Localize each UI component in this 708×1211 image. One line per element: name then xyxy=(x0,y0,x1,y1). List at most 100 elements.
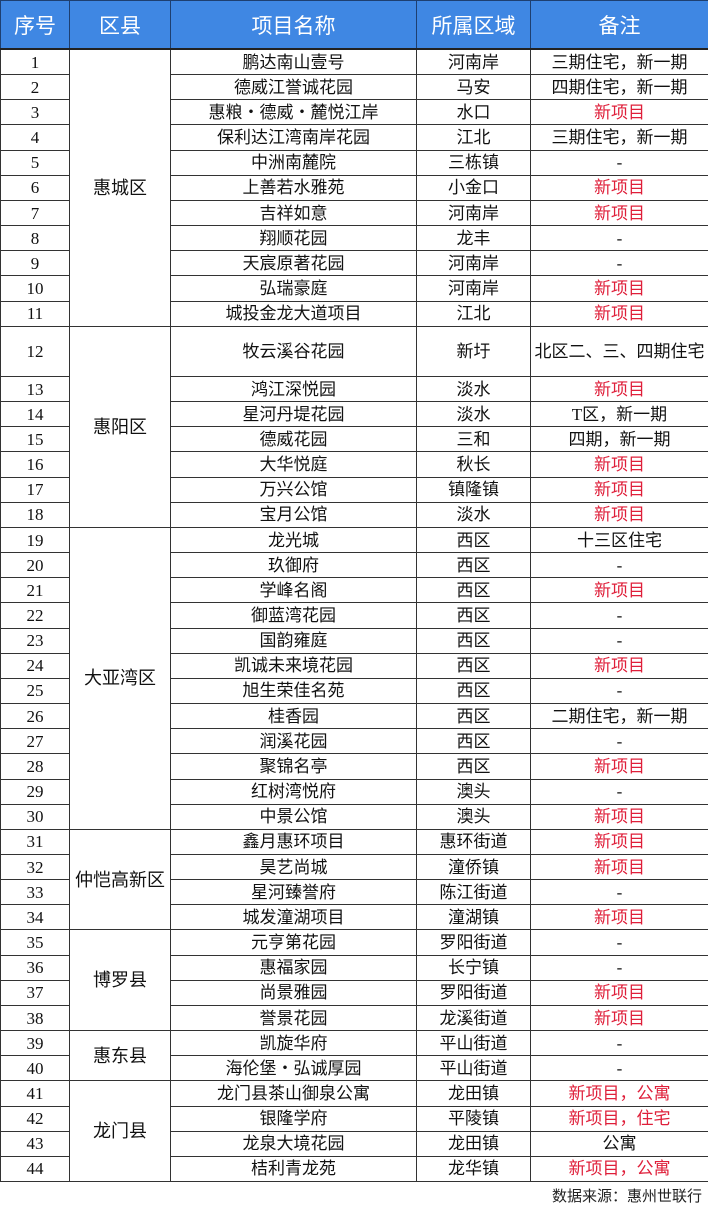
project-name: 牧云溪谷花园 xyxy=(170,325,417,378)
table-row: 42 银隆学府 平陵镇 新项目，住宅 xyxy=(0,1105,708,1132)
header-note: 备注 xyxy=(530,0,708,50)
row-number: 44 xyxy=(0,1155,70,1183)
row-number: 38 xyxy=(0,1004,70,1032)
project-note: - xyxy=(530,677,708,705)
table-row: 26 桂香园 西区 二期住宅，新一期 xyxy=(0,703,708,730)
project-area: 西区 xyxy=(416,728,531,755)
project-name: 尚景雅园 xyxy=(170,979,417,1006)
district-cell: 惠城区 xyxy=(69,48,171,327)
table-row: 44 桔利青龙苑 龙华镇 新项目，公寓 xyxy=(0,1155,708,1183)
table-row: 37 尚景雅园 罗阳街道 新项目 xyxy=(0,979,708,1006)
project-area: 西区 xyxy=(416,526,531,554)
project-area: 龙华镇 xyxy=(416,1155,531,1183)
table-row: 35 博罗县 元亨第花园 罗阳街道 - xyxy=(0,929,708,1032)
project-name: 翔顺花园 xyxy=(170,225,417,252)
row-number: 40 xyxy=(0,1055,70,1082)
project-area: 长宁镇 xyxy=(416,954,531,981)
row-number: 27 xyxy=(0,728,70,755)
project-area: 水口 xyxy=(416,99,531,126)
table-row: 33 星河臻誉府 陈江街道 - xyxy=(0,879,708,906)
project-note: 新项目，公寓 xyxy=(530,1155,708,1183)
project-name: 鹏达南山壹号 xyxy=(170,48,417,76)
row-number: 35 xyxy=(0,929,70,956)
project-name: 德威江誉诚花园 xyxy=(170,74,417,101)
project-area: 陈江街道 xyxy=(416,879,531,906)
project-note: 新项目 xyxy=(530,652,708,679)
row-number: 1 xyxy=(0,48,70,76)
project-area: 西区 xyxy=(416,677,531,705)
table-row: 40 海伦堡・弘诚厚园 平山街道 - xyxy=(0,1055,708,1082)
project-note: - xyxy=(530,225,708,252)
project-name: 中景公馆 xyxy=(170,803,417,830)
table-row: 5 中洲南麓院 三栋镇 - xyxy=(0,149,708,176)
project-name: 凯旋华府 xyxy=(170,1030,417,1057)
project-name: 星河丹堤花园 xyxy=(170,401,417,428)
row-number: 4 xyxy=(0,124,70,151)
project-note: - xyxy=(530,728,708,755)
project-note: - xyxy=(530,1055,708,1082)
project-name: 保利达江湾南岸花园 xyxy=(170,124,417,151)
project-name: 红树湾悦府 xyxy=(170,778,417,805)
project-note: 新项目，公寓 xyxy=(530,1080,708,1107)
table-row: 3 惠粮・德威・麓悦江岸 水口 新项目 xyxy=(0,99,708,126)
project-name: 天宸原著花园 xyxy=(170,250,417,277)
project-note: - xyxy=(530,929,708,956)
row-number: 10 xyxy=(0,275,70,302)
header-district: 区县 xyxy=(69,0,171,50)
project-note: 二期住宅，新一期 xyxy=(530,703,708,730)
row-number: 31 xyxy=(0,828,70,855)
row-number: 17 xyxy=(0,476,70,503)
project-name: 昊艺尚城 xyxy=(170,853,417,881)
row-number: 32 xyxy=(0,853,70,881)
project-note: 公寓 xyxy=(530,1130,708,1157)
project-name: 旭生荣佳名苑 xyxy=(170,677,417,705)
project-name: 上善若水雅苑 xyxy=(170,174,417,201)
project-area: 镇隆镇 xyxy=(416,476,531,503)
row-number: 37 xyxy=(0,979,70,1006)
project-note: 新项目 xyxy=(530,577,708,604)
row-number: 28 xyxy=(0,753,70,780)
project-area: 罗阳街道 xyxy=(416,929,531,956)
project-note: 新项目 xyxy=(530,275,708,302)
project-name: 润溪花园 xyxy=(170,728,417,755)
project-note: T区，新一期 xyxy=(530,401,708,428)
project-note: 新项目 xyxy=(530,753,708,780)
project-note: 新项目，住宅 xyxy=(530,1105,708,1132)
project-note: - xyxy=(530,1030,708,1057)
project-note: 新项目 xyxy=(530,904,708,931)
project-area: 西区 xyxy=(416,602,531,629)
project-name: 国韵雍庭 xyxy=(170,627,417,654)
project-area: 河南岸 xyxy=(416,275,531,302)
row-number: 11 xyxy=(0,300,70,327)
row-number: 3 xyxy=(0,99,70,126)
header-no: 序号 xyxy=(0,0,70,50)
header-area: 所属区域 xyxy=(416,0,531,50)
district-cell: 惠东县 xyxy=(69,1030,171,1082)
row-number: 14 xyxy=(0,401,70,428)
project-note: 新项目 xyxy=(530,99,708,126)
project-note: 新项目 xyxy=(530,199,708,227)
project-name: 鑫月惠环项目 xyxy=(170,828,417,855)
project-note: - xyxy=(530,778,708,805)
project-note: - xyxy=(530,627,708,654)
data-source-note: 数据来源：惠州世联行 xyxy=(551,1189,702,1205)
row-number: 24 xyxy=(0,652,70,679)
row-number: 33 xyxy=(0,879,70,906)
project-table: 序号 区县 项目名称 所属区域 备注 1 惠城区 鹏达南山壹号 河南岸 三期住宅，新一期… xyxy=(0,0,708,1183)
project-name: 龙光城 xyxy=(170,526,417,554)
project-name: 宝月公馆 xyxy=(170,501,417,528)
row-number: 29 xyxy=(0,778,70,805)
project-note: 新项目 xyxy=(530,979,708,1006)
project-name: 惠福家园 xyxy=(170,954,417,981)
project-name: 城发潼湖项目 xyxy=(170,904,417,931)
project-note: - xyxy=(530,250,708,277)
project-area: 西区 xyxy=(416,552,531,579)
project-name: 吉祥如意 xyxy=(170,199,417,227)
project-area: 龙田镇 xyxy=(416,1130,531,1157)
project-area: 惠环街道 xyxy=(416,828,531,855)
project-note: 新项目 xyxy=(530,300,708,327)
table-row: 13 鸿江深悦园 淡水 新项目 xyxy=(0,376,708,403)
project-name: 御蓝湾花园 xyxy=(170,602,417,629)
project-area: 平陵镇 xyxy=(416,1105,531,1132)
row-number: 43 xyxy=(0,1130,70,1157)
